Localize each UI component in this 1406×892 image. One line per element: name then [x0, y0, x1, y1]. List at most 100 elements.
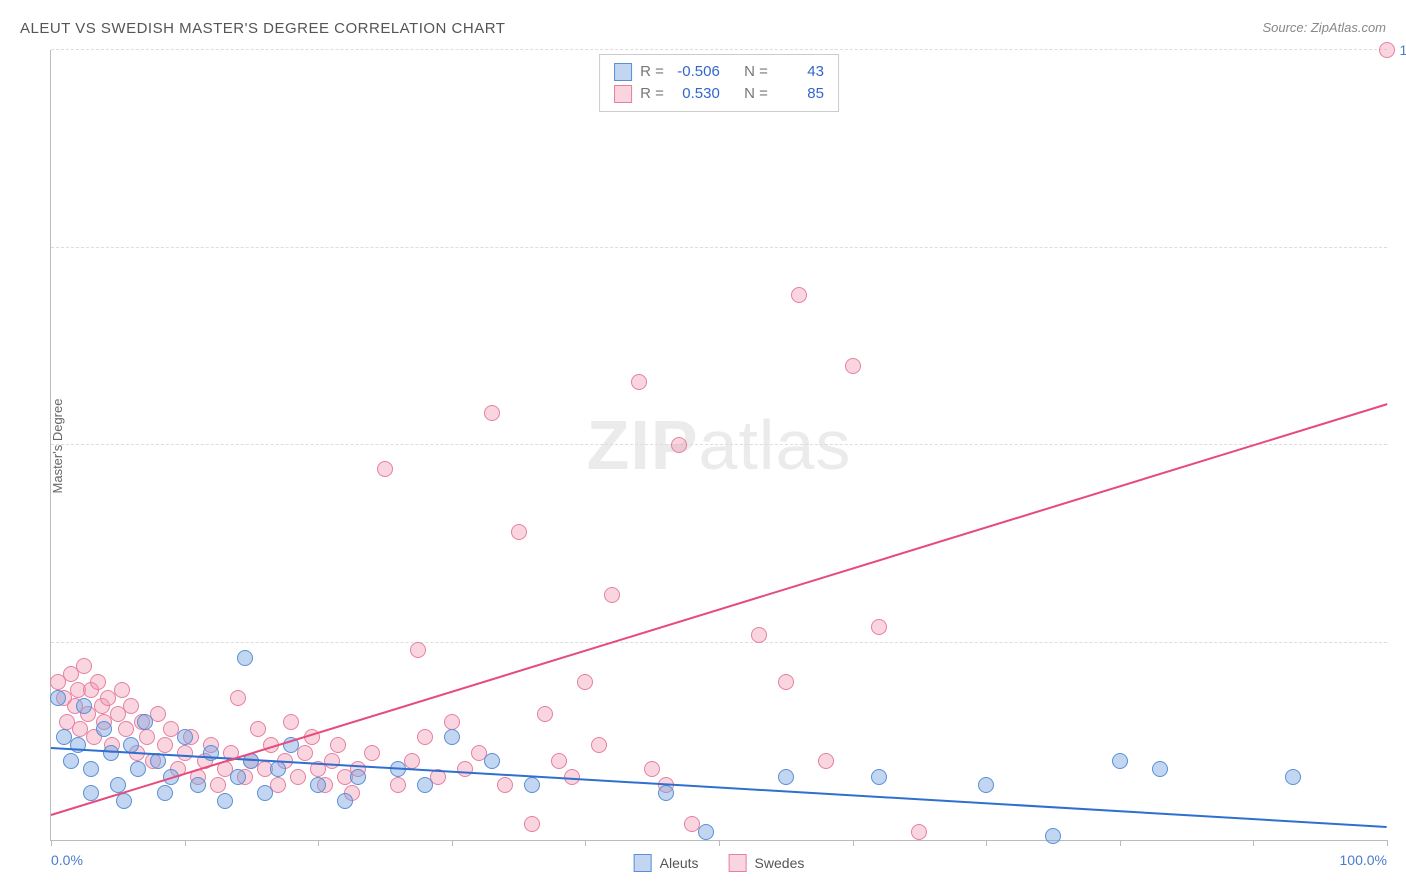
x-tick — [853, 840, 854, 846]
scatter-point — [778, 674, 794, 690]
scatter-point — [157, 737, 173, 753]
watermark: ZIPatlas — [587, 405, 852, 485]
scatter-point — [1045, 828, 1061, 844]
scatter-point — [457, 761, 473, 777]
legend-swatch — [729, 854, 747, 872]
scatter-point — [511, 524, 527, 540]
scatter-point — [114, 682, 130, 698]
scatter-point — [139, 729, 155, 745]
x-tick — [51, 840, 52, 846]
legend: Aleuts Swedes — [634, 854, 805, 872]
scatter-point — [791, 287, 807, 303]
y-tick-label: 25.0% — [1392, 635, 1406, 651]
scatter-point — [283, 714, 299, 730]
x-tick-label: 100.0% — [1340, 852, 1387, 868]
scatter-point — [130, 761, 146, 777]
trend-line — [51, 747, 1387, 828]
stat-label: N = — [744, 83, 768, 105]
legend-label: Aleuts — [660, 855, 699, 871]
stat-value: 85 — [776, 83, 824, 105]
x-tick — [719, 840, 720, 846]
x-tick — [986, 840, 987, 846]
stats-row: R =-0.506 N =43 — [614, 61, 824, 83]
scatter-point — [96, 721, 112, 737]
scatter-point — [290, 769, 306, 785]
scatter-point — [871, 769, 887, 785]
scatter-point — [330, 737, 346, 753]
source-attribution: Source: ZipAtlas.com — [1262, 20, 1386, 35]
scatter-point — [250, 721, 266, 737]
scatter-point — [604, 587, 620, 603]
x-tick — [452, 840, 453, 846]
x-tick — [585, 840, 586, 846]
scatter-point — [377, 461, 393, 477]
chart-container: ALEUT VS SWEDISH MASTER'S DEGREE CORRELA… — [0, 0, 1406, 892]
scatter-point — [524, 816, 540, 832]
stat-label: N = — [744, 61, 768, 83]
scatter-point — [110, 777, 126, 793]
plot-area: ZIPatlas R =-0.506 N =43R =0.530 N =85 A… — [50, 50, 1387, 841]
scatter-point — [671, 437, 687, 453]
x-tick — [1387, 840, 1388, 846]
scatter-point — [177, 729, 193, 745]
x-tick-label: 0.0% — [51, 852, 83, 868]
scatter-point — [257, 785, 273, 801]
scatter-point — [190, 777, 206, 793]
x-tick — [1120, 840, 1121, 846]
scatter-point — [337, 793, 353, 809]
scatter-point — [83, 785, 99, 801]
scatter-point — [818, 753, 834, 769]
scatter-point — [417, 729, 433, 745]
scatter-point — [911, 824, 927, 840]
scatter-point — [83, 761, 99, 777]
scatter-point — [551, 753, 567, 769]
scatter-point — [210, 777, 226, 793]
scatter-point — [658, 785, 674, 801]
y-tick-label: 75.0% — [1392, 240, 1406, 256]
scatter-point — [76, 658, 92, 674]
scatter-point — [1379, 42, 1395, 58]
stat-value: 43 — [776, 61, 824, 83]
scatter-point — [177, 745, 193, 761]
x-tick — [185, 840, 186, 846]
scatter-point — [577, 674, 593, 690]
legend-label: Swedes — [755, 855, 805, 871]
scatter-point — [537, 706, 553, 722]
scatter-point — [497, 777, 513, 793]
scatter-point — [1112, 753, 1128, 769]
legend-item: Swedes — [729, 854, 805, 872]
stat-label: R = — [640, 61, 664, 83]
scatter-point — [417, 777, 433, 793]
scatter-point — [217, 793, 233, 809]
scatter-point — [1285, 769, 1301, 785]
scatter-point — [631, 374, 647, 390]
stat-value: 0.530 — [672, 83, 720, 105]
scatter-point — [871, 619, 887, 635]
scatter-point — [644, 761, 660, 777]
legend-swatch — [614, 63, 632, 81]
scatter-point — [123, 698, 139, 714]
gridline — [51, 49, 1387, 50]
scatter-point — [778, 769, 794, 785]
scatter-point — [350, 769, 366, 785]
scatter-point — [845, 358, 861, 374]
scatter-point — [310, 777, 326, 793]
trend-line — [51, 404, 1388, 817]
chart-title: ALEUT VS SWEDISH MASTER'S DEGREE CORRELA… — [20, 20, 505, 37]
scatter-point — [103, 745, 119, 761]
scatter-point — [484, 405, 500, 421]
x-tick — [1253, 840, 1254, 846]
legend-item: Aleuts — [634, 854, 699, 872]
stats-box: R =-0.506 N =43R =0.530 N =85 — [599, 54, 839, 112]
scatter-point — [297, 745, 313, 761]
scatter-point — [270, 761, 286, 777]
scatter-point — [978, 777, 994, 793]
legend-swatch — [634, 854, 652, 872]
scatter-point — [137, 714, 153, 730]
y-tick-label: 50.0% — [1392, 437, 1406, 453]
scatter-point — [524, 777, 540, 793]
stat-label: R = — [640, 83, 664, 105]
scatter-point — [410, 642, 426, 658]
scatter-point — [76, 698, 92, 714]
scatter-point — [591, 737, 607, 753]
